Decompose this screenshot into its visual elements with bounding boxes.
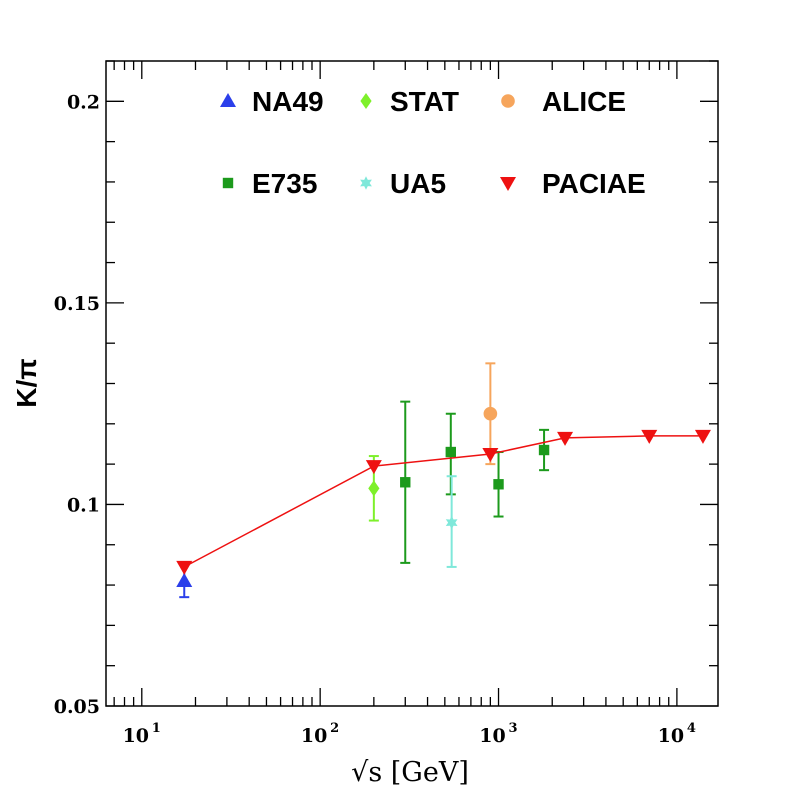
series-ua5 [445, 475, 458, 568]
x-tick-label: 10 [123, 725, 149, 747]
series-alice [483, 362, 498, 466]
legend: NA49 STAT ALICE E735 UA5 PACIAE [220, 86, 646, 199]
y-tick-label: 0.05 [54, 696, 100, 718]
legend-label-paciae: PACIAE [542, 168, 646, 199]
x-tick-exponent: 1 [152, 721, 161, 736]
legend-label-stat: STAT [390, 86, 459, 117]
plot-frame [105, 60, 719, 707]
legend-marker-alice [501, 94, 515, 108]
series-line-paciae [183, 435, 703, 568]
point-paciae [641, 429, 658, 444]
legend-label-alice: ALICE [542, 86, 626, 117]
x-tick-label: 10 [658, 725, 684, 747]
legend-entry-paciae: PACIAE [500, 168, 646, 199]
legend-marker-stat [360, 93, 372, 109]
y-axis-label: K/π [11, 358, 42, 407]
legend-label-e735: E735 [252, 168, 317, 199]
point-e735 [445, 446, 456, 458]
legend-entry-na49: NA49 [220, 86, 324, 117]
point-paciae [365, 460, 382, 475]
x-tick-label: 10 [301, 725, 327, 747]
point-stat [368, 480, 380, 497]
point-alice [483, 406, 498, 421]
legend-marker-na49 [220, 93, 236, 107]
x-tick-exponent: 4 [687, 721, 696, 736]
legend-marker-ua5 [360, 176, 372, 190]
x-tick-label: 10 [479, 725, 505, 747]
legend-marker-paciae [500, 177, 516, 191]
point-e735 [400, 477, 411, 488]
y-tick-label: 0.15 [54, 293, 100, 315]
point-e735 [538, 444, 550, 456]
point-e735 [493, 479, 504, 490]
legend-label-ua5: UA5 [390, 168, 446, 199]
series-paciae [176, 429, 711, 575]
tick-labels: 0.050.10.150.210 1 10 2 10 3 10 4 [54, 91, 696, 747]
legend-label-na49: NA49 [252, 86, 324, 117]
axis-ticks [106, 60, 718, 707]
legend-entry-alice: ALICE [501, 86, 626, 117]
point-paciae [557, 431, 574, 446]
y-tick-label: 0.1 [67, 494, 100, 516]
point-paciae [694, 429, 711, 444]
y-tick-label: 0.2 [67, 91, 100, 113]
series-e735 [400, 400, 550, 564]
point-ua5 [445, 515, 458, 530]
legend-marker-e735 [222, 177, 234, 189]
x-tick-exponent: 2 [330, 721, 339, 736]
point-na49 [176, 573, 193, 588]
legend-entry-stat: STAT [360, 86, 459, 117]
x-tick-exponent: 3 [509, 721, 518, 736]
x-axis-label: √s [GeV] [351, 757, 469, 788]
data-series [176, 362, 711, 599]
legend-entry-e735: E735 [222, 168, 317, 199]
point-paciae [482, 448, 499, 463]
legend-entry-ua5: UA5 [360, 168, 446, 199]
point-paciae [176, 560, 193, 575]
